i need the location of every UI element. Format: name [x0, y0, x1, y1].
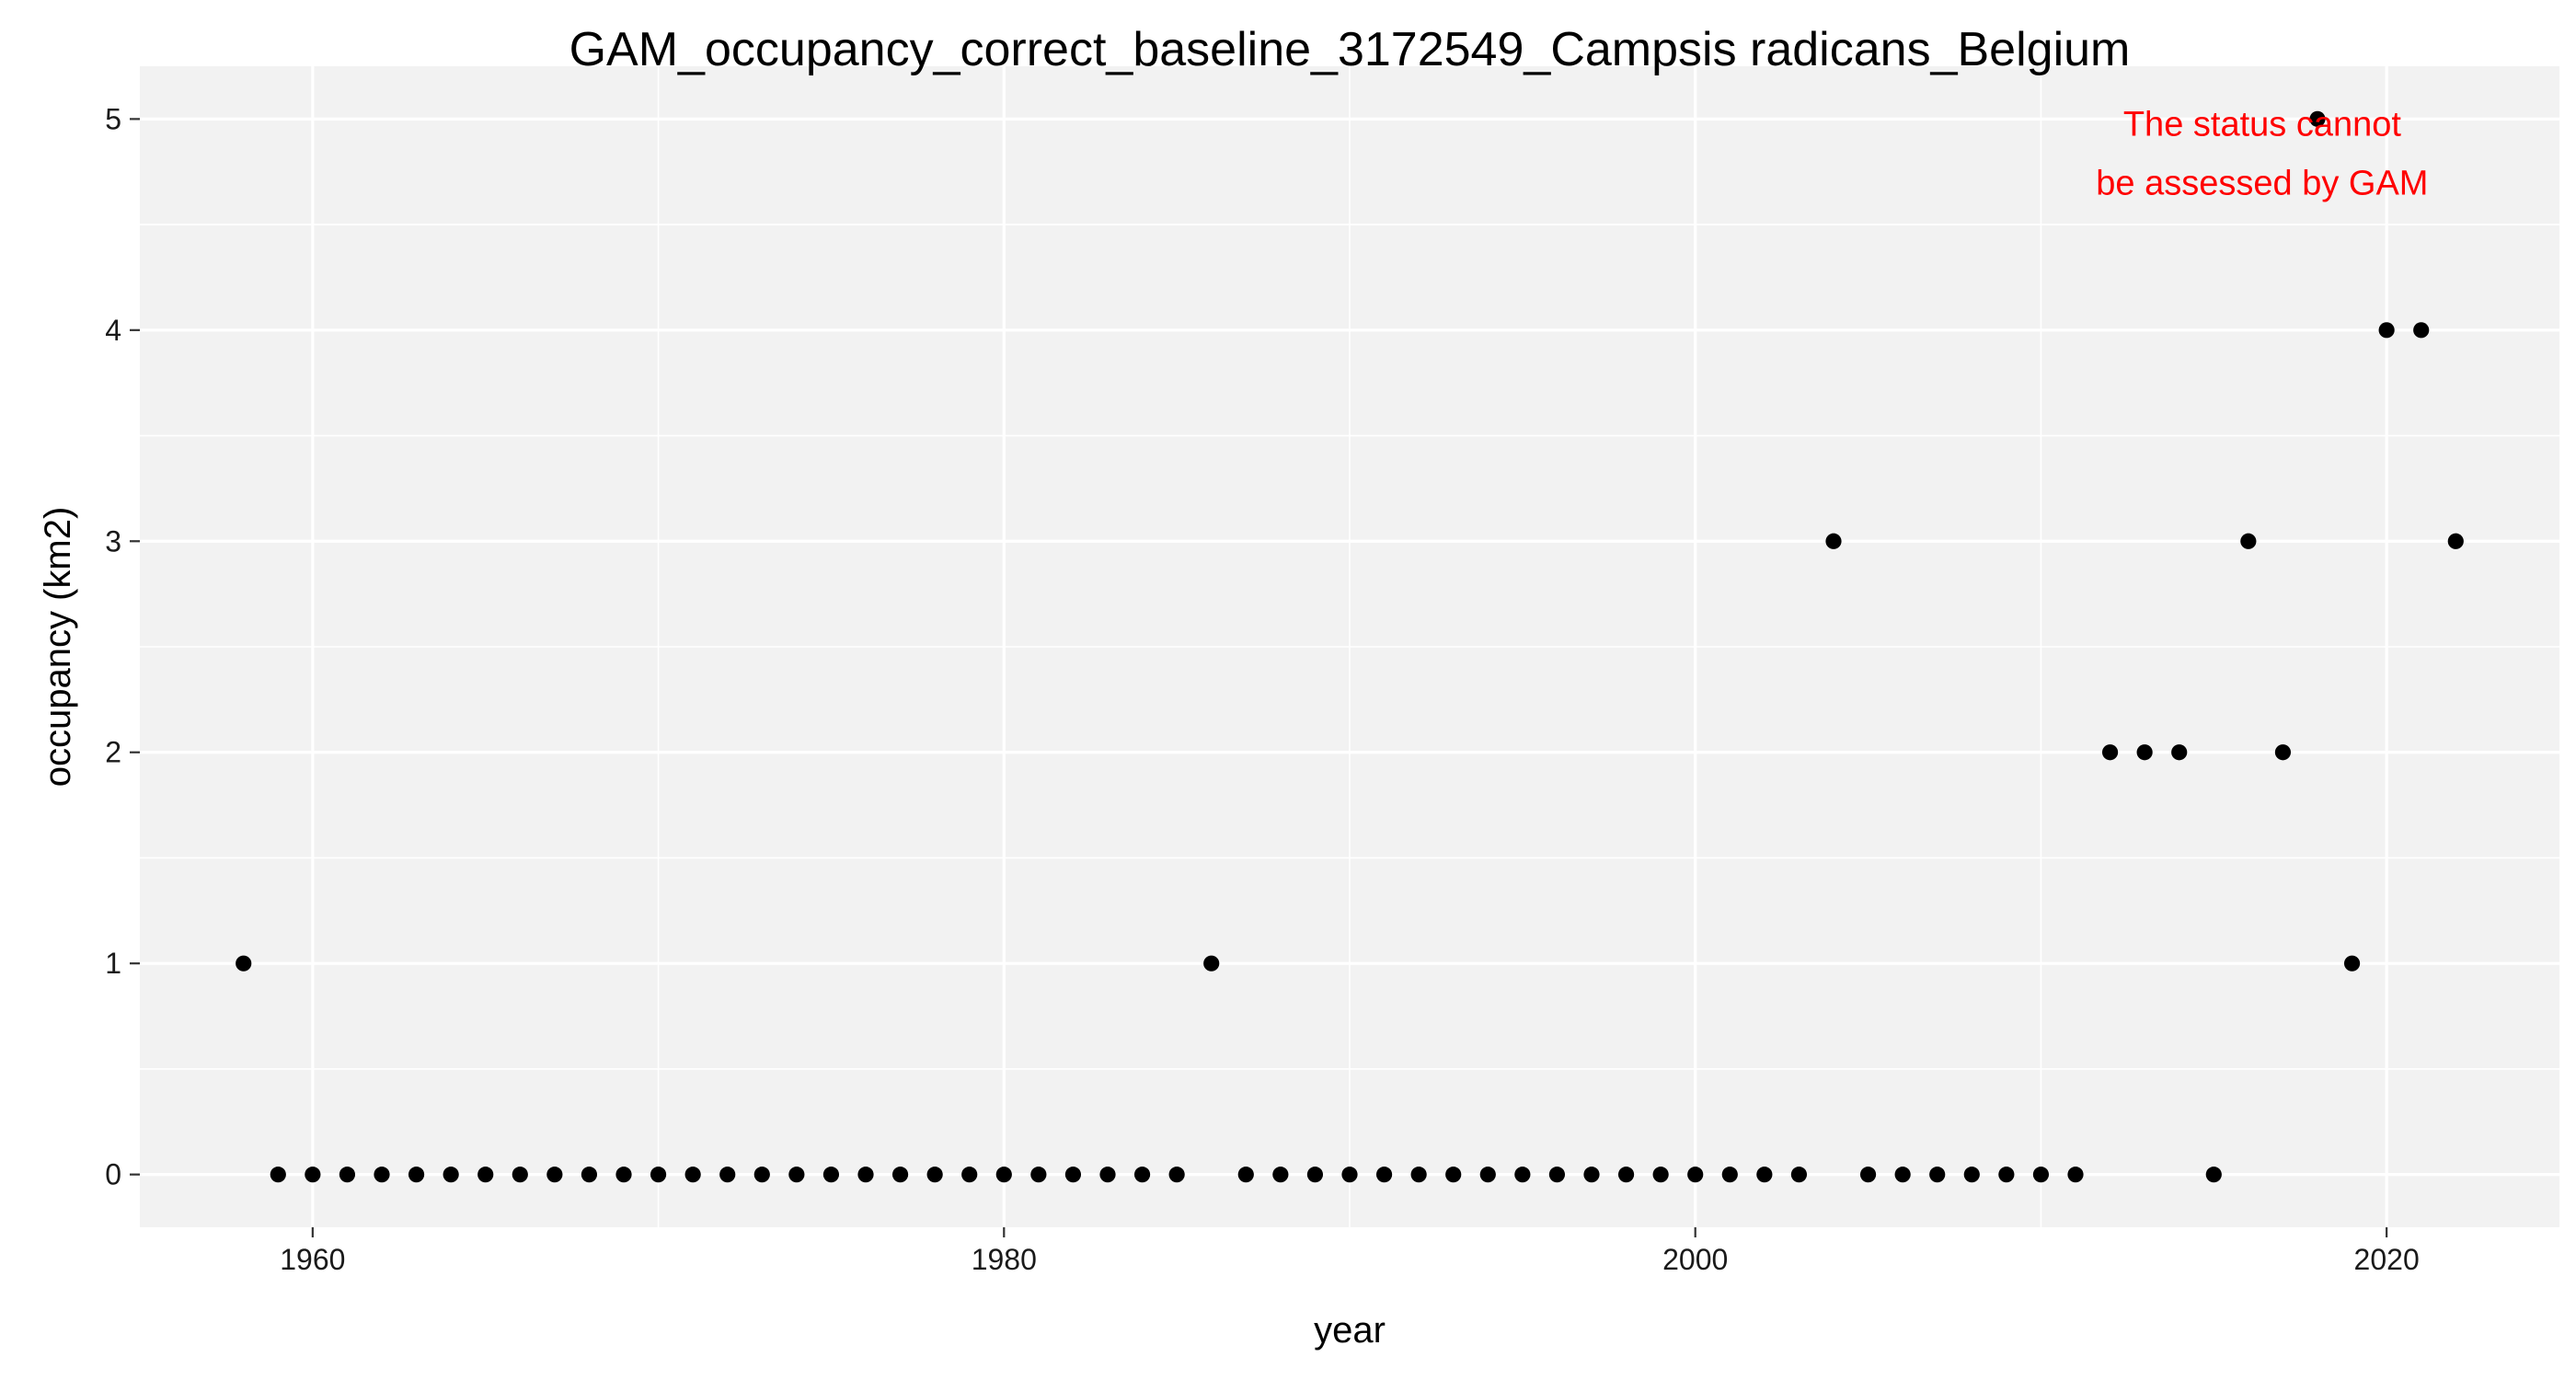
x-axis-title: year: [1314, 1310, 1386, 1351]
data-point: [857, 1167, 874, 1183]
data-point: [1237, 1167, 1254, 1183]
data-point: [2101, 744, 2119, 761]
data-point: [1030, 1167, 1047, 1183]
data-point: [1306, 1167, 1324, 1183]
data-point: [1687, 1167, 1704, 1183]
data-point: [1375, 1167, 1393, 1183]
y-tick-label: 3: [105, 524, 121, 558]
data-point: [1894, 1167, 1911, 1183]
data-point: [2447, 533, 2464, 549]
data-point: [961, 1167, 978, 1183]
data-point: [2136, 744, 2153, 761]
x-axis: 1960 1980 2000 2020: [280, 1227, 2420, 1276]
data-point: [546, 1167, 563, 1183]
data-point: [2067, 1167, 2084, 1183]
chart-title: GAM_occupancy_correct_baseline_3172549_C…: [569, 23, 2131, 76]
x-tick-label: 2000: [1662, 1243, 1728, 1276]
data-point: [1929, 1167, 1946, 1183]
data-point: [374, 1167, 390, 1183]
y-tick-label: 4: [105, 314, 121, 347]
data-point: [339, 1167, 356, 1183]
data-point: [1756, 1167, 1773, 1183]
data-point: [1998, 1167, 2015, 1183]
data-point: [1617, 1167, 1635, 1183]
data-point: [684, 1167, 701, 1183]
data-point: [719, 1167, 736, 1183]
data-point: [822, 1167, 840, 1183]
data-points: [236, 110, 2464, 1183]
annotation: The status cannot be assessed by GAM: [2096, 106, 2428, 203]
data-point: [1203, 955, 1220, 972]
data-point: [926, 1167, 943, 1183]
data-point: [1514, 1167, 1531, 1183]
x-tick-label: 1980: [972, 1243, 1037, 1276]
data-point: [1652, 1167, 1669, 1183]
data-point: [1445, 1167, 1462, 1183]
y-axis-title: occupancy (km2): [38, 507, 78, 788]
data-point: [1479, 1167, 1496, 1183]
annotation-line: be assessed by GAM: [2096, 165, 2428, 203]
data-point: [2309, 110, 2326, 127]
data-point: [1272, 1167, 1289, 1183]
data-point: [788, 1167, 805, 1183]
data-point: [995, 1167, 1012, 1183]
data-point: [1168, 1167, 1185, 1183]
y-tick-label: 5: [105, 102, 121, 135]
data-point: [753, 1167, 770, 1183]
data-point: [2413, 322, 2430, 339]
data-point: [581, 1167, 598, 1183]
data-point: [2032, 1167, 2050, 1183]
data-point: [1825, 533, 1842, 549]
y-tick-label: 0: [105, 1158, 121, 1191]
data-point: [2240, 533, 2257, 549]
x-tick-label: 1960: [280, 1243, 345, 1276]
data-point: [1583, 1167, 1600, 1183]
data-point: [891, 1167, 909, 1183]
data-point: [650, 1167, 667, 1183]
y-axis: 0 1 2 3 4 5: [105, 102, 140, 1191]
data-point: [1721, 1167, 1738, 1183]
y-tick-label: 2: [105, 736, 121, 769]
data-point: [477, 1167, 494, 1183]
data-point: [512, 1167, 528, 1183]
data-point: [1548, 1167, 1566, 1183]
data-point: [1410, 1167, 1427, 1183]
data-point: [615, 1167, 632, 1183]
data-point: [305, 1167, 321, 1183]
y-tick-label: 1: [105, 947, 121, 980]
data-point: [443, 1167, 459, 1183]
major-gridlines: [140, 66, 2559, 1227]
minor-gridlines: [140, 66, 2559, 1227]
annotation-line: The status cannot: [2123, 106, 2402, 144]
data-point: [1099, 1167, 1116, 1183]
data-point: [1790, 1167, 1808, 1183]
data-point: [2171, 744, 2188, 761]
data-point: [1133, 1167, 1151, 1183]
data-point: [408, 1167, 425, 1183]
data-point: [2205, 1167, 2222, 1183]
data-point: [236, 955, 252, 972]
data-point: [2378, 322, 2395, 339]
data-point: [270, 1167, 286, 1183]
data-point: [1341, 1167, 1358, 1183]
data-point: [1859, 1167, 1877, 1183]
data-point: [2343, 955, 2361, 972]
data-point: [2274, 744, 2292, 761]
data-point: [1963, 1167, 1980, 1183]
x-tick-label: 2020: [2354, 1243, 2420, 1276]
data-point: [1064, 1167, 1082, 1183]
